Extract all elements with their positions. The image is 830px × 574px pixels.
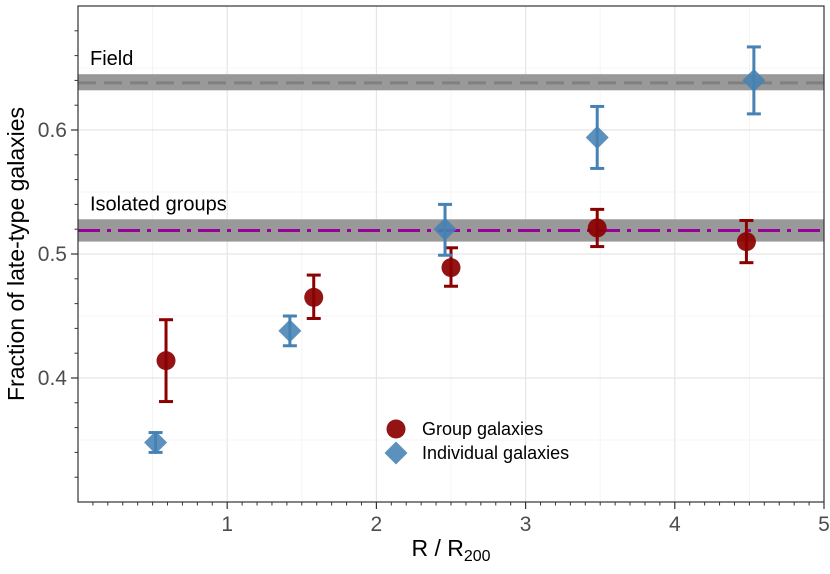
individual-galaxies-legend-marker bbox=[384, 441, 408, 465]
field-label: Field bbox=[90, 48, 133, 70]
legend-key-group-galaxies bbox=[386, 419, 406, 439]
individual-galaxies-series bbox=[144, 45, 766, 454]
y-tick-label: 0.5 bbox=[38, 243, 67, 266]
group-galaxies-point bbox=[441, 258, 461, 278]
x-axis-title-subscript: 200 bbox=[464, 548, 491, 565]
group-galaxies-legend-marker bbox=[386, 419, 406, 439]
x-axis-title: R / R200 bbox=[411, 535, 490, 565]
individual-galaxies-point bbox=[144, 430, 168, 454]
isolated-groups-label: Isolated groups bbox=[90, 193, 227, 215]
x-tick-label: 2 bbox=[371, 513, 383, 536]
group-galaxies-point bbox=[304, 287, 324, 307]
axis-ticks: 1 2 3 4 5 0.4 0.5 0.6 bbox=[38, 30, 830, 536]
individual-galaxies-point bbox=[278, 319, 302, 343]
legend: Group galaxies Individual galaxies bbox=[384, 419, 569, 465]
individual-galaxies-point bbox=[433, 217, 457, 241]
data-marks bbox=[144, 45, 766, 454]
y-tick-label: 0.4 bbox=[38, 367, 68, 390]
x-tick-label: 3 bbox=[520, 513, 532, 536]
legend-key-individual-galaxies bbox=[384, 441, 408, 465]
x-tick-label: 1 bbox=[221, 513, 233, 536]
individual-galaxies-point bbox=[585, 125, 609, 149]
y-tick-label: 0.6 bbox=[38, 119, 67, 142]
x-tick-label: 4 bbox=[669, 513, 681, 536]
x-tick-label: 5 bbox=[818, 513, 830, 536]
group-galaxies-point bbox=[587, 218, 607, 238]
individual-galaxies-point bbox=[742, 68, 766, 92]
group-galaxies-point bbox=[156, 351, 176, 371]
group-galaxies-point bbox=[736, 232, 756, 252]
x-axis-title-main: R / R bbox=[411, 535, 463, 561]
y-axis-title: Fraction of late-type galaxies bbox=[3, 107, 29, 401]
legend-label-individual-galaxies: Individual galaxies bbox=[422, 443, 569, 463]
legend-label-group-galaxies: Group galaxies bbox=[422, 419, 543, 439]
